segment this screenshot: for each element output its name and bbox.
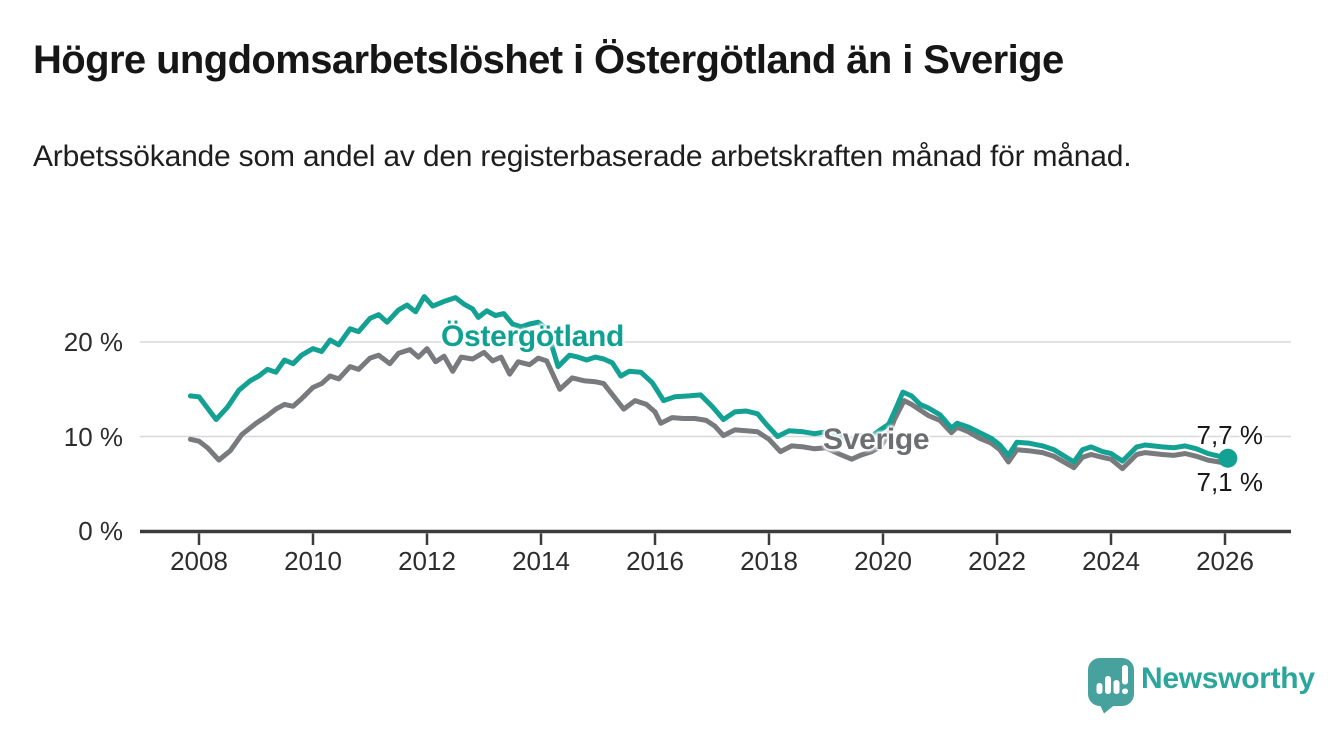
x-tick-label: 2016 [626, 546, 684, 576]
x-tick-label: 2020 [854, 546, 912, 576]
x-tick-label: 2018 [740, 546, 798, 576]
series-line-östergötland [187, 294, 1231, 465]
newsworthy-logo-icon [1088, 658, 1134, 714]
y-tick-label: 10 % [63, 421, 123, 452]
x-tick-label: 2014 [512, 546, 570, 576]
series-line-sverige [187, 346, 1231, 472]
series-end-dot [1218, 448, 1238, 468]
series-label-sverige: Sverige [823, 423, 930, 456]
x-tick-label: 2010 [284, 546, 342, 576]
y-tick-label: 20 % [63, 327, 123, 357]
x-tick-label: 2024 [1082, 546, 1140, 576]
page-title: Högre ungdomsarbetslöshet i Östergötland… [33, 38, 1064, 82]
y-tick-label: 0 % [78, 516, 123, 546]
series-label-ostergotland: Östergötland [441, 320, 625, 353]
x-tick-label: 2026 [1196, 546, 1254, 576]
newsworthy-logo-text: Newsworthy [1141, 662, 1315, 695]
end-value-label-sverige: 7,1 % [1196, 467, 1264, 497]
end-value-label-ostergotland: 7,7 % [1196, 420, 1264, 450]
x-tick-label: 2008 [170, 546, 228, 576]
bar-chart-exclamation-glyph [1096, 665, 1128, 694]
x-tick-label: 2022 [968, 546, 1026, 576]
x-tick-label: 2012 [398, 546, 456, 576]
chart-subtitle: Arbetssökande som andel av den registerb… [33, 140, 1132, 173]
